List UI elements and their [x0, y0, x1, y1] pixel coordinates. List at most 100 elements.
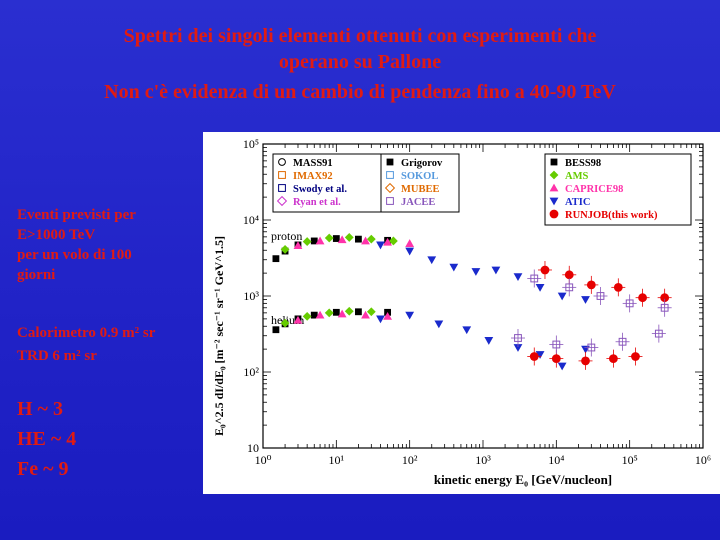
legend-mid-marker — [386, 197, 394, 205]
atic-proton-point — [427, 256, 437, 265]
bess98-proton-point — [272, 255, 280, 263]
slide-title-line-1: Spettri dei singoli elementi ottenuti co… — [123, 25, 597, 47]
jacee-helium-point — [514, 334, 522, 342]
jacee-proton-point — [530, 274, 539, 283]
legend-right-marker — [549, 170, 559, 180]
spectrum-chart: 10⁰ 10¹ 10² 10³ 10⁴ 10⁵ 10⁶ 10 10² 10³ 10⁴ 10⁵ kinet… — [212, 137, 711, 487]
atic-proton-point — [471, 268, 481, 276]
legend-right-marker — [550, 158, 558, 166]
runjob-this-work-helium-point — [581, 356, 590, 366]
jacee-proton-point — [625, 299, 634, 308]
expected-events-line-4: giorni — [17, 267, 56, 283]
y-tick-label: 10³ — [243, 289, 259, 303]
expected-events-line-1: Eventi previsti per — [17, 207, 136, 223]
atic-proton-point — [491, 266, 501, 275]
x-tick-label: 10³ — [475, 453, 491, 467]
runjob-this-work-proton-point — [564, 270, 574, 280]
atic-helium-point — [484, 337, 494, 345]
bess98-helium-point — [332, 308, 340, 316]
runjob-this-work-helium-point — [529, 352, 539, 361]
atic-proton-point — [513, 273, 523, 281]
y-tick-label: 10² — [243, 365, 259, 379]
expected-events-line-2: E>1000 TeV — [17, 227, 96, 243]
legend-left-label: MASS91 — [293, 158, 333, 169]
legend-mid-label: SOKOL — [401, 171, 438, 182]
caprice98-proton-point — [293, 241, 303, 250]
caprice98-helium-point — [293, 315, 303, 324]
bess98-proton-point — [310, 237, 318, 245]
legend-left-marker — [278, 184, 286, 192]
legend-right-marker — [549, 197, 559, 206]
x-tick-label: 10¹ — [329, 453, 345, 467]
x-tick-label: 10² — [402, 453, 418, 467]
runjob-this-work-helium-point — [551, 354, 561, 364]
ams-proton-point — [366, 234, 376, 244]
atic-proton-point — [557, 292, 567, 301]
legend-left-label: Ryan et al. — [293, 197, 341, 208]
atic-proton-point — [581, 296, 590, 304]
legend-mid-box — [380, 153, 460, 213]
slide-title-line-3: Non c'è evidenza di un cambio di pendenz… — [104, 81, 616, 103]
x-tick-label: 10⁰ — [255, 453, 272, 467]
legend-mid-marker — [384, 182, 396, 194]
x-axis-label: kinetic energy E₀ [GeV/nucleon] — [434, 472, 612, 487]
atic-helium-point — [513, 344, 523, 352]
y-tick-label: 10⁴ — [243, 213, 259, 227]
ams-proton-point — [324, 233, 334, 243]
ams-helium-point — [366, 307, 376, 317]
ams-proton-point — [302, 237, 312, 246]
atic-helium-point — [557, 362, 567, 371]
legend-right-marker — [549, 183, 559, 192]
runjob-this-work-helium-point — [608, 354, 618, 364]
atic-helium-point — [405, 311, 415, 320]
caprice98-helium-point — [383, 311, 392, 320]
runjob-this-work-proton-point — [660, 293, 670, 303]
event-counts: H ~ 3 HE ~ 4 Fe ~ 9 — [17, 394, 76, 484]
x-tick-label: 10⁵ — [622, 453, 638, 467]
caprice98-proton-point — [337, 235, 347, 244]
runjob-this-work-proton-point — [540, 265, 550, 275]
legend-right-marker — [549, 209, 559, 219]
legend-mid-marker — [386, 158, 394, 166]
atic-helium-point — [535, 351, 545, 359]
caprice98-helium-point — [315, 310, 325, 319]
jacee-helium-point — [618, 337, 627, 346]
legend-right-label: RUNJOB(this work) — [565, 210, 658, 221]
runjob-this-work-proton-point — [586, 280, 596, 290]
jacee-helium-point — [552, 340, 561, 349]
legend-left-marker — [278, 158, 286, 166]
legend-left-label: Swody et al. — [293, 184, 347, 195]
atic-helium-point — [376, 315, 385, 324]
ams-proton-point — [280, 245, 290, 254]
chart-panel: 10⁰ 10¹ 10² 10³ 10⁴ 10⁵ 10⁶ 10 10² 10³ 10⁴ 10⁵ kinet… — [203, 132, 720, 494]
legend-mid-marker — [386, 171, 394, 179]
legend-left-marker — [278, 171, 286, 179]
jacee-proton-point — [596, 292, 605, 300]
atic-proton-point — [535, 283, 545, 292]
ams-helium-point — [280, 318, 290, 328]
legend-right-label: AMS — [565, 171, 588, 182]
caprice98-helium-point — [337, 309, 347, 318]
caprice98-proton-point — [361, 236, 370, 245]
caprice98-helium-point — [361, 310, 370, 319]
ams-proton-point — [344, 233, 354, 242]
slide-title-line-2: operano su Pallone — [278, 51, 442, 73]
legend-mid-label: Grigorov — [401, 158, 443, 169]
y-axis-label: E₀^2.5 dI/dE₀ [m⁻² sec⁻¹ sr⁻¹ GeV^1.5] — [212, 236, 226, 436]
y-tick-label: 10 — [247, 441, 259, 455]
annotation-proton: proton — [271, 229, 302, 243]
jacee-helium-point — [587, 343, 596, 352]
legend-right-label: BESS98 — [565, 158, 601, 169]
jacee-proton-point — [660, 303, 669, 312]
bess98-helium-point — [310, 311, 318, 319]
calorimeter-note: Calorimetro 0.9 m² sr — [17, 325, 156, 341]
atic-proton-point — [405, 247, 415, 256]
bess98-helium-point — [355, 308, 362, 316]
x-tick-label: 10⁶ — [695, 453, 711, 467]
atic-proton-point — [376, 241, 385, 250]
expected-events-note: Eventi previsti per E>1000 TeV per un vo… — [17, 205, 136, 285]
legend-right-box — [544, 153, 692, 226]
runjob-this-work-proton-point — [613, 282, 623, 292]
legend-mid-label: JACEE — [401, 197, 435, 208]
count-helium: HE ~ 4 — [17, 428, 77, 450]
